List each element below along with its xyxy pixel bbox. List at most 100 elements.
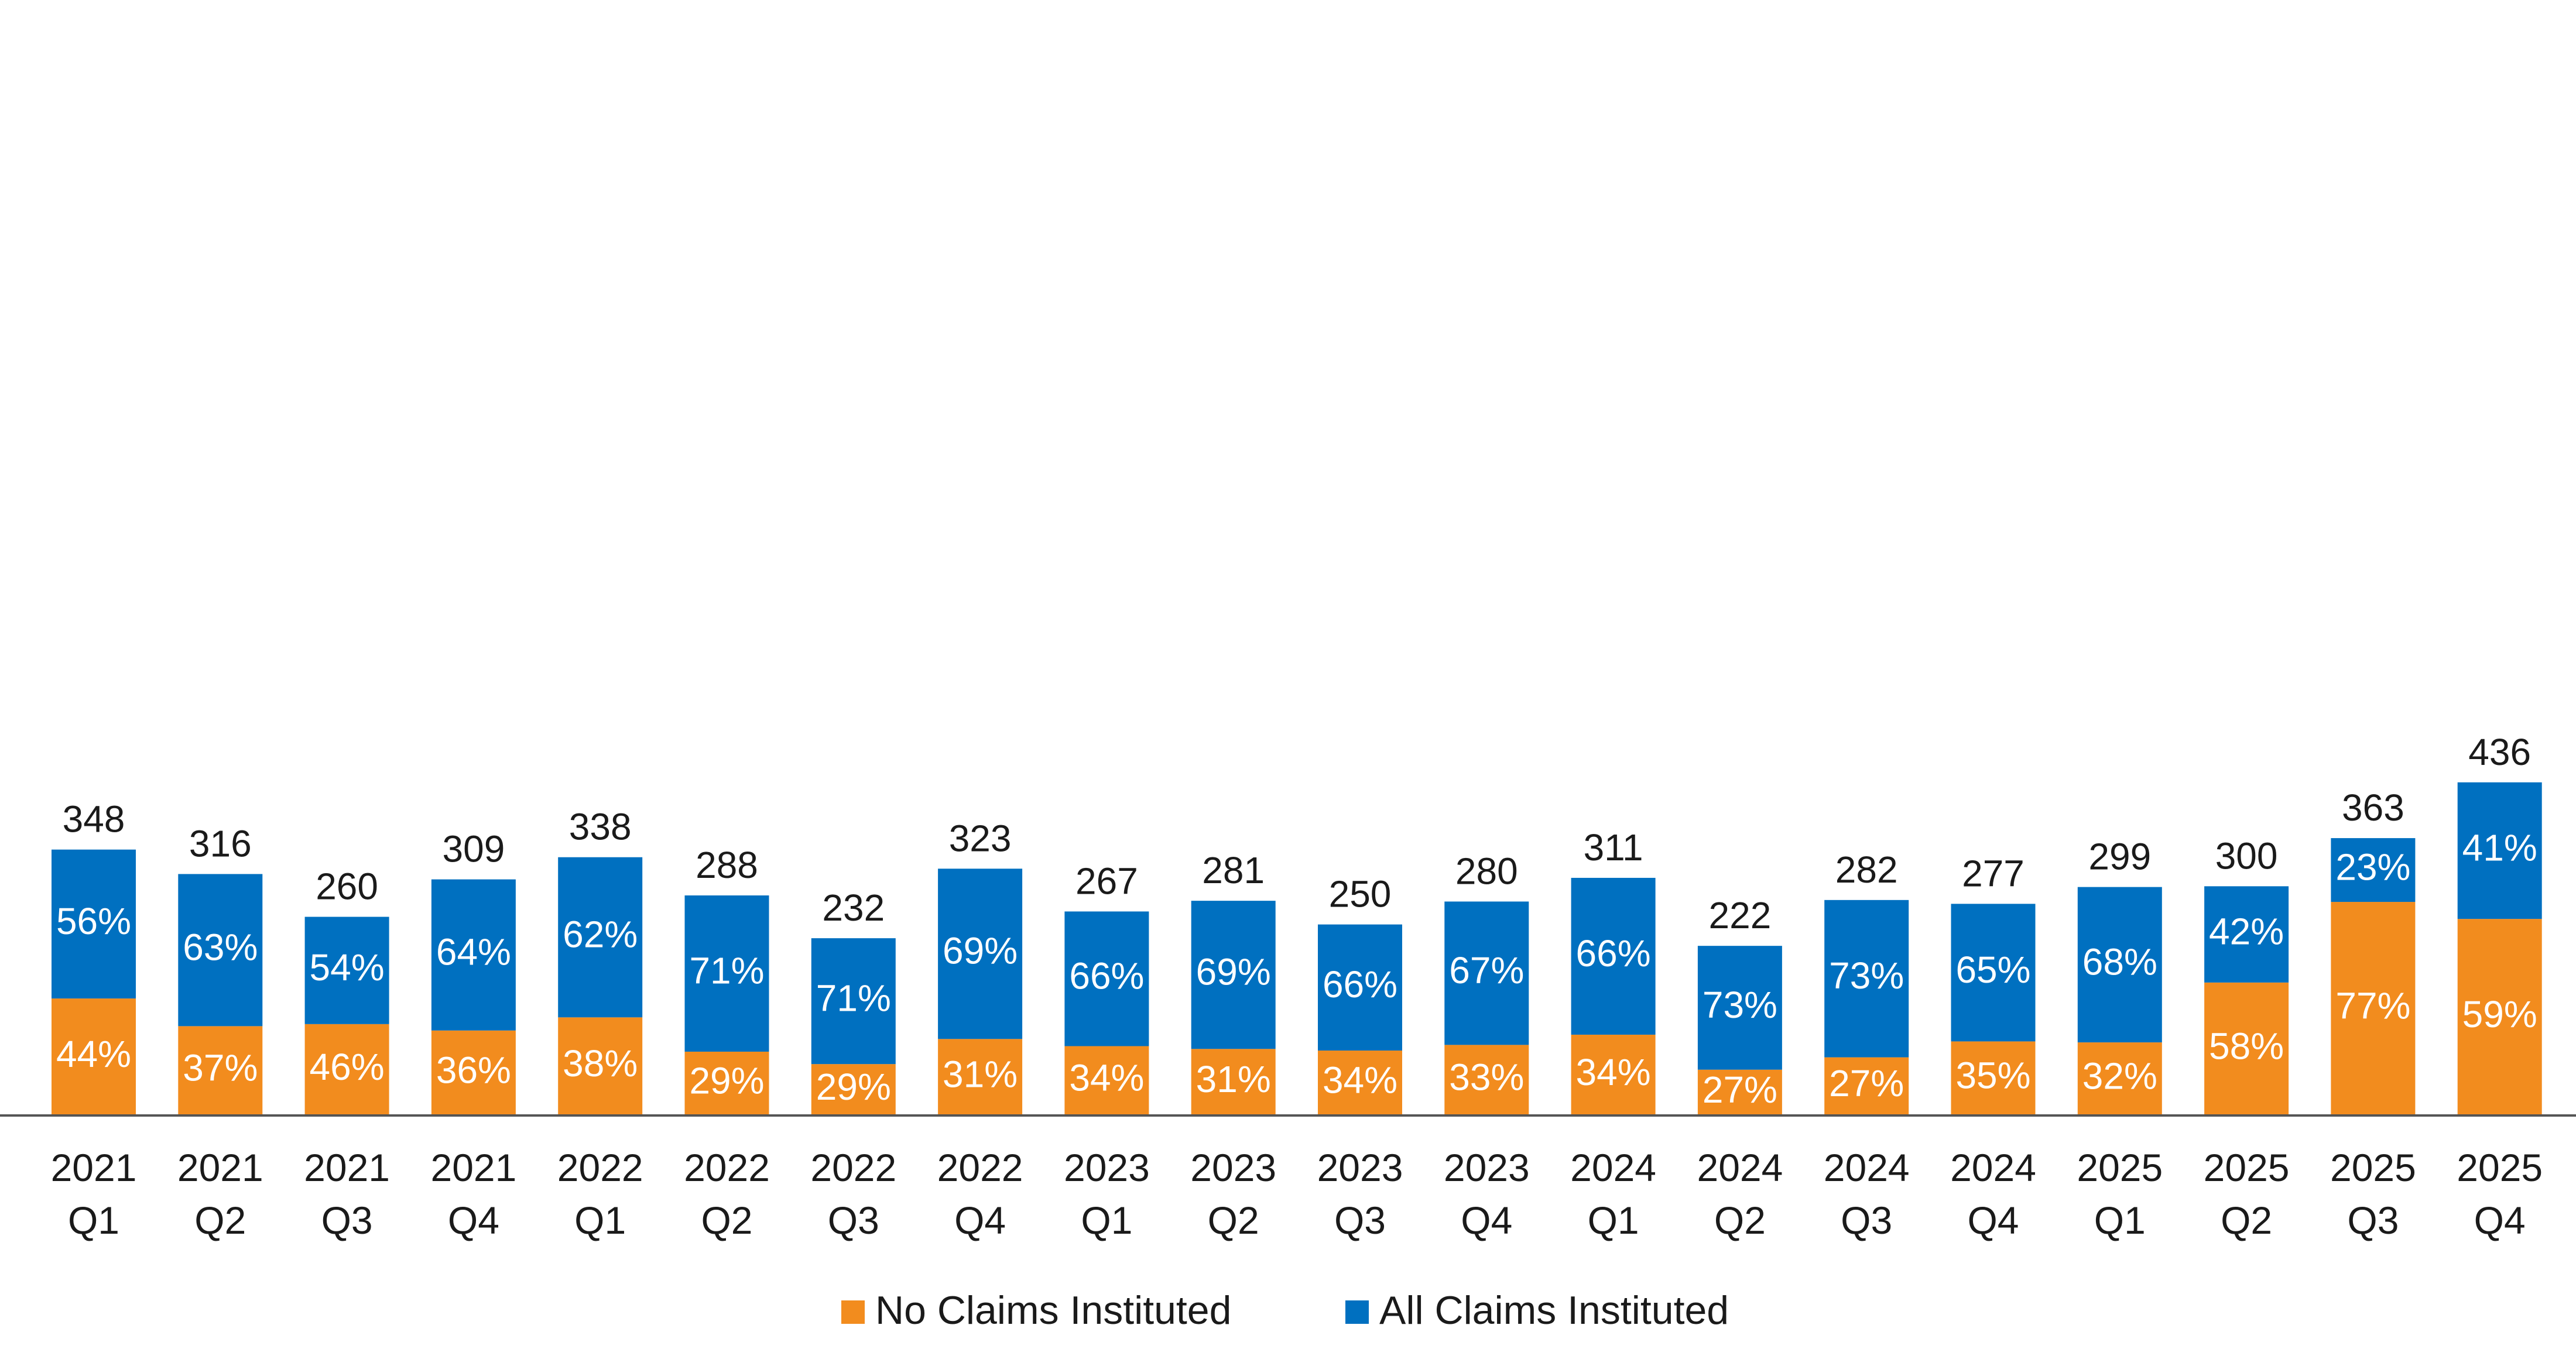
x-tick-year: 2022 <box>557 1146 643 1189</box>
bar-segment-no-claims <box>431 1030 516 1115</box>
legend-swatch-no-claims <box>841 1300 865 1324</box>
bar-segment-no-claims <box>52 998 136 1115</box>
pct-label-all-claims: 71% <box>689 949 764 991</box>
x-tick-year: 2021 <box>304 1146 390 1189</box>
pct-label-no-claims: 59% <box>2462 993 2537 1035</box>
bar-segment-all-claims <box>811 938 896 1065</box>
pct-label-all-claims: 41% <box>2462 826 2537 869</box>
total-label: 277 <box>1962 852 2025 894</box>
x-tick-year: 2023 <box>1190 1146 1276 1189</box>
bar-segment-no-claims <box>304 1024 389 1115</box>
pct-label-no-claims: 33% <box>1449 1056 1524 1099</box>
bar-segment-all-claims <box>2331 838 2416 902</box>
bar-segment-no-claims <box>1951 1041 2036 1115</box>
pct-label-all-claims: 66% <box>1069 955 1144 997</box>
bar-segment-all-claims <box>1697 946 1782 1070</box>
total-label: 250 <box>1329 873 1392 915</box>
bar-segment-no-claims <box>178 1026 263 1115</box>
total-label: 363 <box>2342 787 2404 829</box>
pct-label-no-claims: 36% <box>436 1049 511 1091</box>
x-tick-year: 2021 <box>430 1146 516 1189</box>
x-tick-quarter: Q4 <box>954 1199 1006 1242</box>
pct-label-no-claims: 29% <box>689 1059 764 1101</box>
total-label: 299 <box>2088 836 2151 878</box>
x-tick-quarter: Q1 <box>68 1199 119 1242</box>
x-tick-year: 2022 <box>937 1146 1023 1189</box>
x-tick-year: 2025 <box>2330 1146 2416 1189</box>
pct-label-all-claims: 42% <box>2209 910 2284 952</box>
x-tick-quarter: Q3 <box>1841 1199 1892 1242</box>
bar-segment-all-claims <box>558 857 643 1018</box>
pct-label-all-claims: 56% <box>56 900 131 942</box>
x-tick-quarter: Q4 <box>448 1199 499 1242</box>
bar-segment-no-claims <box>811 1064 896 1115</box>
x-tick-quarter: Q2 <box>1714 1199 1766 1242</box>
total-label: 222 <box>1709 894 1772 936</box>
total-label: 300 <box>2215 835 2278 877</box>
x-tick-quarter: Q3 <box>828 1199 879 1242</box>
bar-segment-all-claims <box>1191 901 1276 1049</box>
legend-label-all-claims: All Claims Instituted <box>1379 1288 1729 1333</box>
pct-label-all-claims: 65% <box>1955 949 2030 991</box>
bar-segment-all-claims <box>1318 924 1402 1051</box>
pct-label-no-claims: 29% <box>816 1066 891 1108</box>
bar-segment-all-claims <box>52 849 136 999</box>
pct-label-all-claims: 64% <box>436 931 511 973</box>
total-label: 280 <box>1455 850 1518 892</box>
x-tick-year: 2022 <box>684 1146 770 1189</box>
total-label: 311 <box>1584 826 1643 869</box>
pct-label-all-claims: 69% <box>943 930 1018 972</box>
pct-label-all-claims: 23% <box>2335 846 2410 888</box>
pct-label-no-claims: 35% <box>1955 1055 2030 1097</box>
bar-segment-no-claims <box>1318 1051 1402 1115</box>
pct-label-all-claims: 73% <box>1829 955 1904 997</box>
bar-segment-no-claims <box>2077 1042 2162 1115</box>
bar-segment-no-claims <box>2457 919 2542 1115</box>
pct-label-no-claims: 31% <box>943 1053 1018 1096</box>
pct-label-no-claims: 46% <box>310 1046 385 1088</box>
bar-segment-all-claims <box>178 874 263 1027</box>
x-tick-year: 2023 <box>1317 1146 1403 1189</box>
pct-label-no-claims: 34% <box>1069 1057 1144 1099</box>
x-tick-year: 2024 <box>1824 1146 1910 1189</box>
pct-label-no-claims: 34% <box>1576 1051 1651 1093</box>
pct-label-no-claims: 27% <box>1703 1069 1777 1111</box>
pct-label-no-claims: 77% <box>2335 984 2410 1027</box>
total-label: 288 <box>696 844 758 886</box>
bar-segment-no-claims <box>2331 902 2416 1115</box>
x-tick-year: 2021 <box>51 1146 137 1189</box>
bar-segment-all-claims <box>2077 887 2162 1043</box>
bar-segment-no-claims <box>1571 1034 1656 1115</box>
pct-label-no-claims: 32% <box>2082 1055 2157 1097</box>
total-label: 309 <box>443 828 505 870</box>
bar-segment-all-claims <box>1444 901 1529 1045</box>
x-tick-quarter: Q4 <box>1461 1199 1512 1242</box>
bar-segment-no-claims <box>1064 1046 1149 1115</box>
x-tick-quarter: Q1 <box>1588 1199 1639 1242</box>
bar-segment-no-claims <box>1824 1057 1909 1115</box>
legend-label-no-claims: No Claims Instituted <box>875 1288 1231 1333</box>
pct-label-no-claims: 27% <box>1829 1062 1904 1104</box>
bar-segment-all-claims <box>304 917 389 1024</box>
bar-segment-no-claims <box>1444 1045 1529 1115</box>
bar-segment-no-claims <box>558 1017 643 1115</box>
x-tick-quarter: Q2 <box>701 1199 752 1242</box>
total-label: 323 <box>949 817 1012 859</box>
x-tick-quarter: Q2 <box>194 1199 246 1242</box>
bar-segment-no-claims <box>1191 1049 1276 1115</box>
total-label: 338 <box>569 806 632 848</box>
pct-label-all-claims: 63% <box>183 926 258 968</box>
legend-swatch-all-claims <box>1345 1300 1369 1324</box>
bar-segment-no-claims <box>1697 1069 1782 1115</box>
x-tick-quarter: Q2 <box>1208 1199 1259 1242</box>
x-tick-year: 2023 <box>1444 1146 1530 1189</box>
pct-label-all-claims: 67% <box>1449 949 1524 991</box>
x-tick-quarter: Q4 <box>2474 1199 2526 1242</box>
x-tick-year: 2025 <box>2457 1146 2543 1189</box>
x-tick-year: 2024 <box>1950 1146 2036 1189</box>
bar-segment-no-claims <box>938 1039 1023 1115</box>
x-tick-quarter: Q2 <box>2221 1199 2272 1242</box>
total-label: 316 <box>189 822 252 864</box>
